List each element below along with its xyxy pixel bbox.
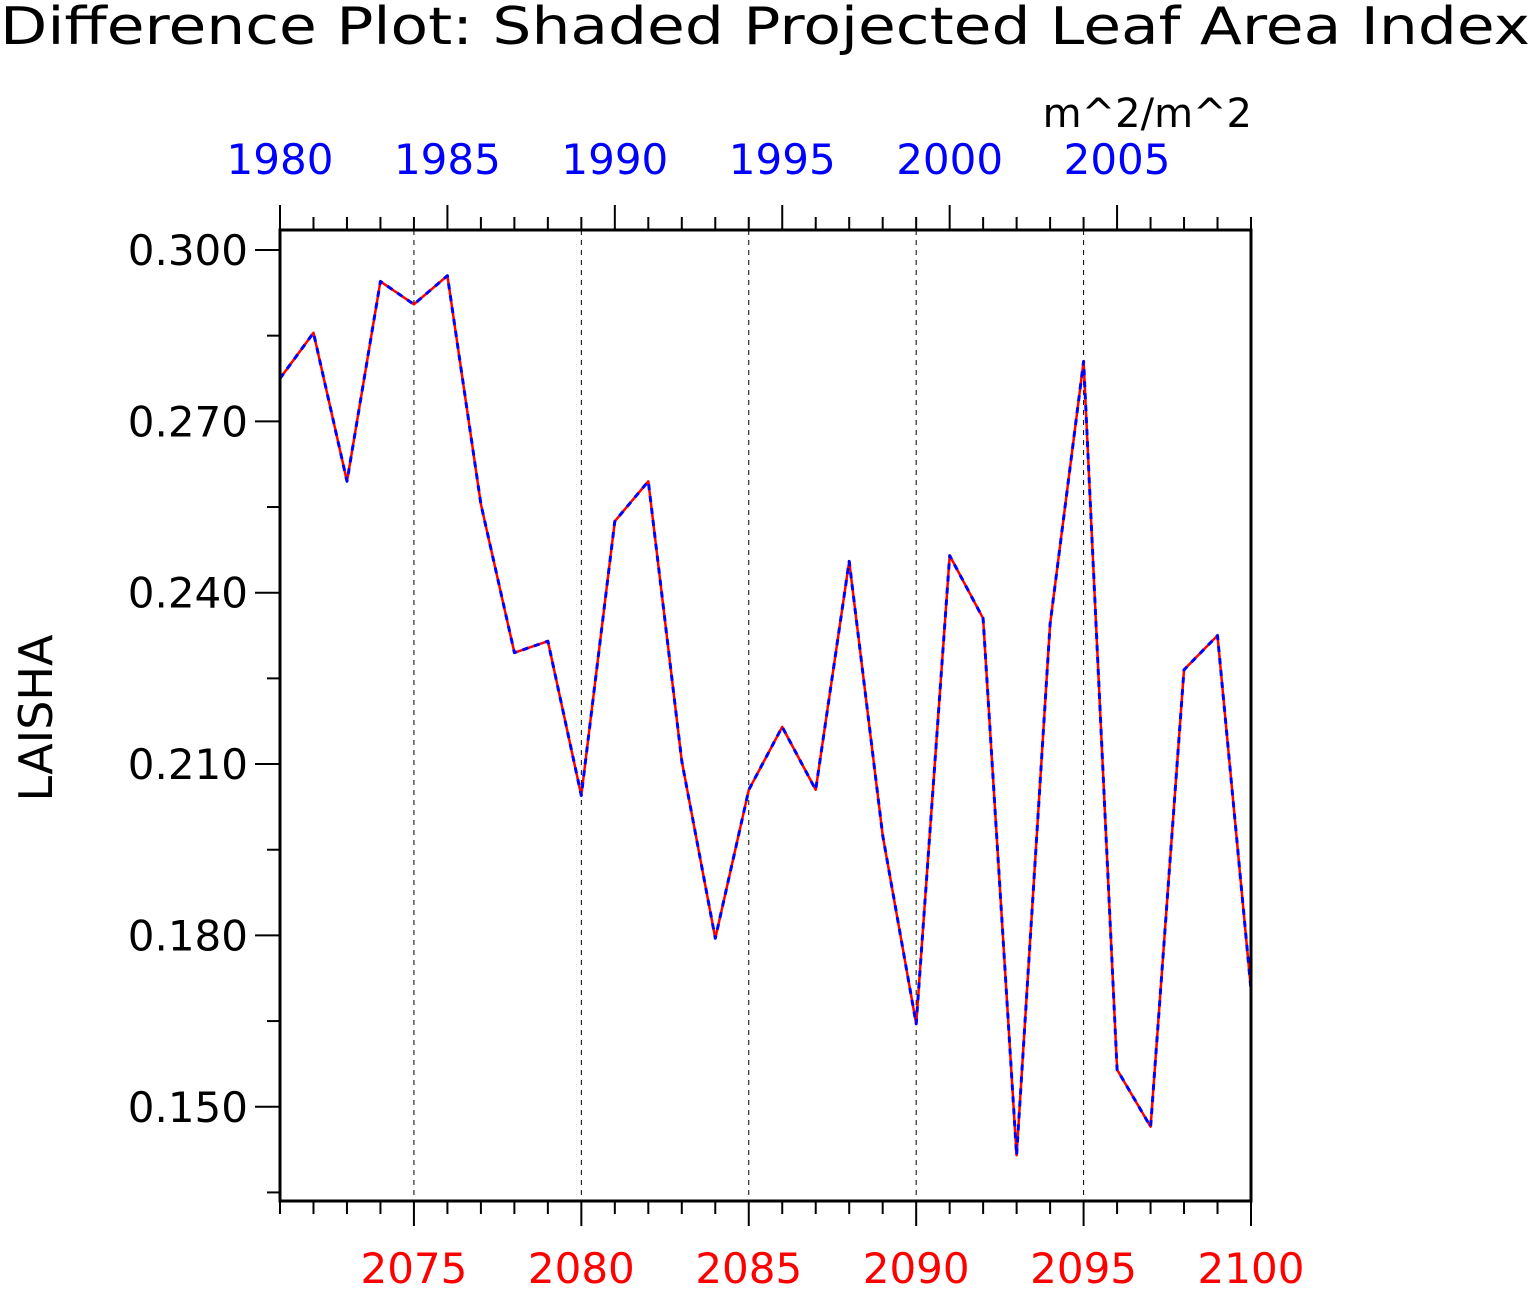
bottom-tick-label-2095: 2095: [1030, 1244, 1137, 1293]
top-tick-label-1980: 1980: [227, 135, 334, 184]
gridlines: [413, 230, 1085, 1201]
y-tick-label-0.180: 0.180: [128, 911, 248, 960]
y-axis-label: LAISHA: [9, 634, 63, 802]
y-tick-label-0.240: 0.240: [128, 569, 248, 618]
axis-ticks: [255, 205, 1252, 1226]
series-layer: [278, 274, 1253, 1157]
y-tick-label-0.150: 0.150: [128, 1083, 248, 1132]
top-tick-label-1995: 1995: [729, 135, 836, 184]
top-tick-label-1985: 1985: [394, 135, 501, 184]
y-tick-label-0.210: 0.210: [128, 740, 248, 789]
series-line-1: [278, 274, 1253, 1157]
top-tick-label-1990: 1990: [561, 135, 668, 184]
bottom-tick-label-2090: 2090: [863, 1244, 970, 1293]
bottom-tick-label-2080: 2080: [528, 1244, 635, 1293]
bottom-tick-label-2100: 2100: [1198, 1244, 1305, 1293]
series-line-0: [278, 274, 1253, 1157]
bottom-tick-label-2085: 2085: [695, 1244, 802, 1293]
plot-frame: [278, 228, 1253, 1203]
tick-labels: 0.150 0.180 0.210 0.240 0.270 0.300 2075 2080 20…: [128, 135, 1305, 1293]
chart-title: Difference Plot: Shaded Projected Leaf A…: [0, 0, 1530, 57]
top-tick-label-2005: 2005: [1064, 135, 1171, 184]
top-tick-label-2000: 2000: [896, 135, 1003, 184]
y-tick-label-0.300: 0.300: [128, 226, 248, 275]
units-label: m^2/m^2: [1043, 91, 1252, 137]
bottom-tick-label-2075: 2075: [360, 1244, 467, 1293]
y-tick-label-0.270: 0.270: [128, 397, 248, 446]
